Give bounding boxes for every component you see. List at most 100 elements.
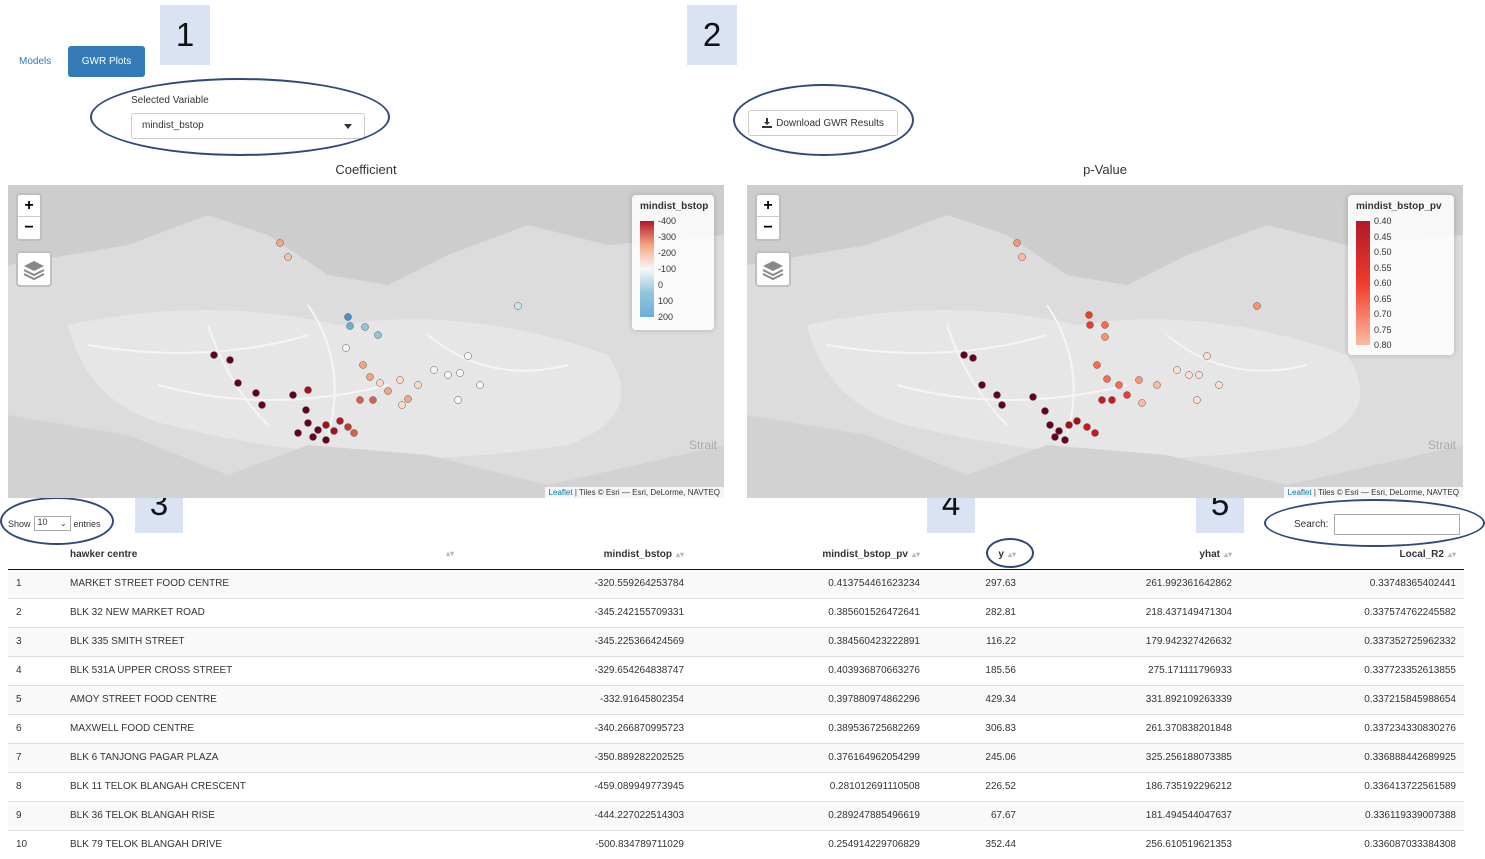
selected-variable-label: Selected Variable bbox=[131, 95, 209, 106]
sort-icon: ▴▾ bbox=[911, 549, 920, 559]
cell-value: 0.403936870663276 bbox=[692, 655, 928, 685]
cell-value: 0.337234330830276 bbox=[1240, 713, 1464, 743]
tab-gwr-plots[interactable]: GWR Plots bbox=[68, 46, 145, 77]
cell-value: 0.397880974862296 bbox=[692, 684, 928, 714]
cell-index: 6 bbox=[8, 713, 62, 743]
cell-value: 0.289247885496619 bbox=[692, 800, 928, 830]
cell-hawker-centre: MARKET STREET FOOD CENTRE bbox=[62, 568, 462, 598]
cell-index: 5 bbox=[8, 684, 62, 714]
variable-select-value: mindist_bstop bbox=[142, 120, 204, 131]
cell-hawker-centre: BLK 11 TELOK BLANGAH CRESCENT bbox=[62, 771, 462, 801]
layers-button[interactable] bbox=[755, 251, 791, 287]
col-local-r2[interactable]: Local_R2 ▴▾ bbox=[1240, 540, 1464, 570]
col-mindist-bstop-pv-label: mindist_bstop_pv bbox=[822, 548, 908, 560]
cell-index: 2 bbox=[8, 597, 62, 627]
cell-value: 282.81 bbox=[928, 597, 1024, 627]
col-hawker-centre-label: hawker centre bbox=[70, 548, 138, 560]
table-header-row: hawker centre ▴▾ mindist_bstop ▴▾ mindist… bbox=[8, 540, 1464, 570]
zoom-in-button[interactable]: + bbox=[757, 195, 779, 217]
cell-value: -340.266870995723 bbox=[462, 713, 692, 743]
table-search: Search: bbox=[1294, 514, 1461, 535]
zoom-in-button[interactable]: + bbox=[18, 195, 40, 217]
sort-icon: ▴▾ bbox=[1447, 549, 1456, 559]
layers-button[interactable] bbox=[16, 251, 52, 287]
legend-tick-label: -200 bbox=[658, 248, 677, 258]
layers-icon bbox=[23, 261, 45, 281]
cell-value: 256.610519621353 bbox=[1024, 829, 1240, 859]
legend-tick-label: 100 bbox=[658, 296, 674, 306]
legend-tick-label: 0 bbox=[658, 280, 664, 290]
col-yhat[interactable]: yhat ▴▾ bbox=[1024, 540, 1240, 570]
pvalue-color-ramp bbox=[1356, 221, 1370, 345]
coefficient-map[interactable]: + − mindist_bstop -400 -300 -200 -100 0 100 20… bbox=[8, 185, 724, 498]
cell-value: 261.370838201848 bbox=[1024, 713, 1240, 743]
table-row[interactable]: 2 BLK 32 NEW MARKET ROAD -345.242155709331… bbox=[8, 597, 1464, 627]
cell-value: 0.337215845988654 bbox=[1240, 684, 1464, 714]
cell-value: 0.413754461623234 bbox=[692, 568, 928, 598]
col-index[interactable] bbox=[8, 540, 62, 570]
table-row[interactable]: 6 MAXWELL FOOD CENTRE -340.266870995723 0.3… bbox=[8, 713, 1464, 743]
cell-value: 275.171111796933 bbox=[1024, 655, 1240, 685]
tab-models[interactable]: Models bbox=[19, 56, 52, 67]
table-row[interactable]: 5 AMOY STREET FOOD CENTRE -332.91645802354… bbox=[8, 684, 1464, 714]
sort-icon: ▴▾ bbox=[675, 549, 684, 559]
coefficient-map-title: Coefficient bbox=[335, 162, 397, 177]
page-length-select[interactable]: 10 ⌄ bbox=[33, 516, 71, 531]
zoom-control[interactable]: + − bbox=[16, 193, 42, 241]
col-mindist-bstop-pv[interactable]: mindist_bstop_pv ▴▾ bbox=[692, 540, 928, 570]
zoom-out-button[interactable]: − bbox=[24, 219, 34, 236]
sort-icon: ▴▾ bbox=[1223, 549, 1232, 559]
cell-value: 0.385601526472641 bbox=[692, 597, 928, 627]
cell-value: -350.889282202525 bbox=[462, 742, 692, 772]
leaflet-link[interactable]: Leaflet bbox=[548, 488, 573, 497]
leaflet-link[interactable]: Leaflet bbox=[1287, 488, 1312, 497]
table-row[interactable]: 7 BLK 6 TANJONG PAGAR PLAZA -350.889282202… bbox=[8, 742, 1464, 772]
cell-value: 0.336888442689925 bbox=[1240, 742, 1464, 772]
cell-index: 4 bbox=[8, 655, 62, 685]
cell-index: 3 bbox=[8, 626, 62, 656]
table-row[interactable]: 9 BLK 36 TELOK BLANGAH RISE -444.227022514… bbox=[8, 800, 1464, 830]
show-suffix: entries bbox=[73, 518, 101, 529]
zoom-out-button[interactable]: − bbox=[763, 219, 773, 236]
cell-value: 185.56 bbox=[928, 655, 1024, 685]
cell-value: 352.44 bbox=[928, 829, 1024, 859]
table-row[interactable]: 4 BLK 531A UPPER CROSS STREET -329.6542648… bbox=[8, 655, 1464, 685]
attribution-text: | Tiles © Esri — Esri, DeLorme, NAVTEQ bbox=[1311, 488, 1459, 497]
legend-tick-label: 0.65 bbox=[1374, 293, 1392, 304]
cell-value: 116.22 bbox=[928, 626, 1024, 656]
page-length-value: 10 bbox=[37, 517, 48, 527]
table-row[interactable]: 8 BLK 11 TELOK BLANGAH CRESCENT -459.08994… bbox=[8, 771, 1464, 801]
pvalue-map[interactable]: + − mindist_bstop_pv 0.40 0.45 0.50 0.55 0.6… bbox=[747, 185, 1463, 498]
cell-value: 0.389536725682269 bbox=[692, 713, 928, 743]
cell-value: 0.254914229706829 bbox=[692, 829, 928, 859]
cell-value: -459.089949773945 bbox=[462, 771, 692, 801]
zoom-control[interactable]: + − bbox=[755, 193, 781, 241]
cell-value: 245.06 bbox=[928, 742, 1024, 772]
cell-index: 9 bbox=[8, 800, 62, 830]
variable-select[interactable]: mindist_bstop bbox=[131, 113, 365, 139]
cell-value: 67.67 bbox=[928, 800, 1024, 830]
legend-tick-label: 0.60 bbox=[1374, 278, 1392, 288]
cell-value: -329.654264838747 bbox=[462, 655, 692, 685]
cell-value: 0.337574762245582 bbox=[1240, 597, 1464, 627]
cell-value: -332.91645802354 bbox=[462, 684, 692, 714]
cell-value: -345.242155709331 bbox=[462, 597, 692, 627]
download-gwr-button[interactable]: Download GWR Results bbox=[748, 110, 898, 136]
col-mindist-bstop[interactable]: mindist_bstop ▴▾ bbox=[462, 540, 692, 570]
cell-value: 331.892109263339 bbox=[1024, 684, 1240, 714]
sort-icon: ▴▾ bbox=[445, 548, 454, 558]
cell-value: 0.384560423222891 bbox=[692, 626, 928, 656]
table-row[interactable]: 10 BLK 79 TELOK BLANGAH DRIVE -500.8347897… bbox=[8, 829, 1464, 859]
col-hawker-centre[interactable]: hawker centre ▴▾ bbox=[62, 540, 462, 570]
legend-tick-label: 0.50 bbox=[1374, 247, 1392, 257]
cell-index: 10 bbox=[8, 829, 62, 859]
table-row[interactable]: 3 BLK 335 SMITH STREET -345.225366424569 0.… bbox=[8, 626, 1464, 656]
coefficient-color-ramp bbox=[640, 221, 654, 317]
pvalue-map-title: p-Value bbox=[1083, 162, 1127, 177]
cell-value: 325.256188073385 bbox=[1024, 742, 1240, 772]
search-input[interactable] bbox=[1334, 514, 1461, 535]
col-y[interactable]: y ▴▾ bbox=[928, 540, 1024, 570]
sort-icon: ▴▾ bbox=[1007, 549, 1016, 559]
table-row[interactable]: 1 MARKET STREET FOOD CENTRE -320.559264253… bbox=[8, 568, 1464, 598]
strait-label: Strait bbox=[689, 438, 718, 452]
